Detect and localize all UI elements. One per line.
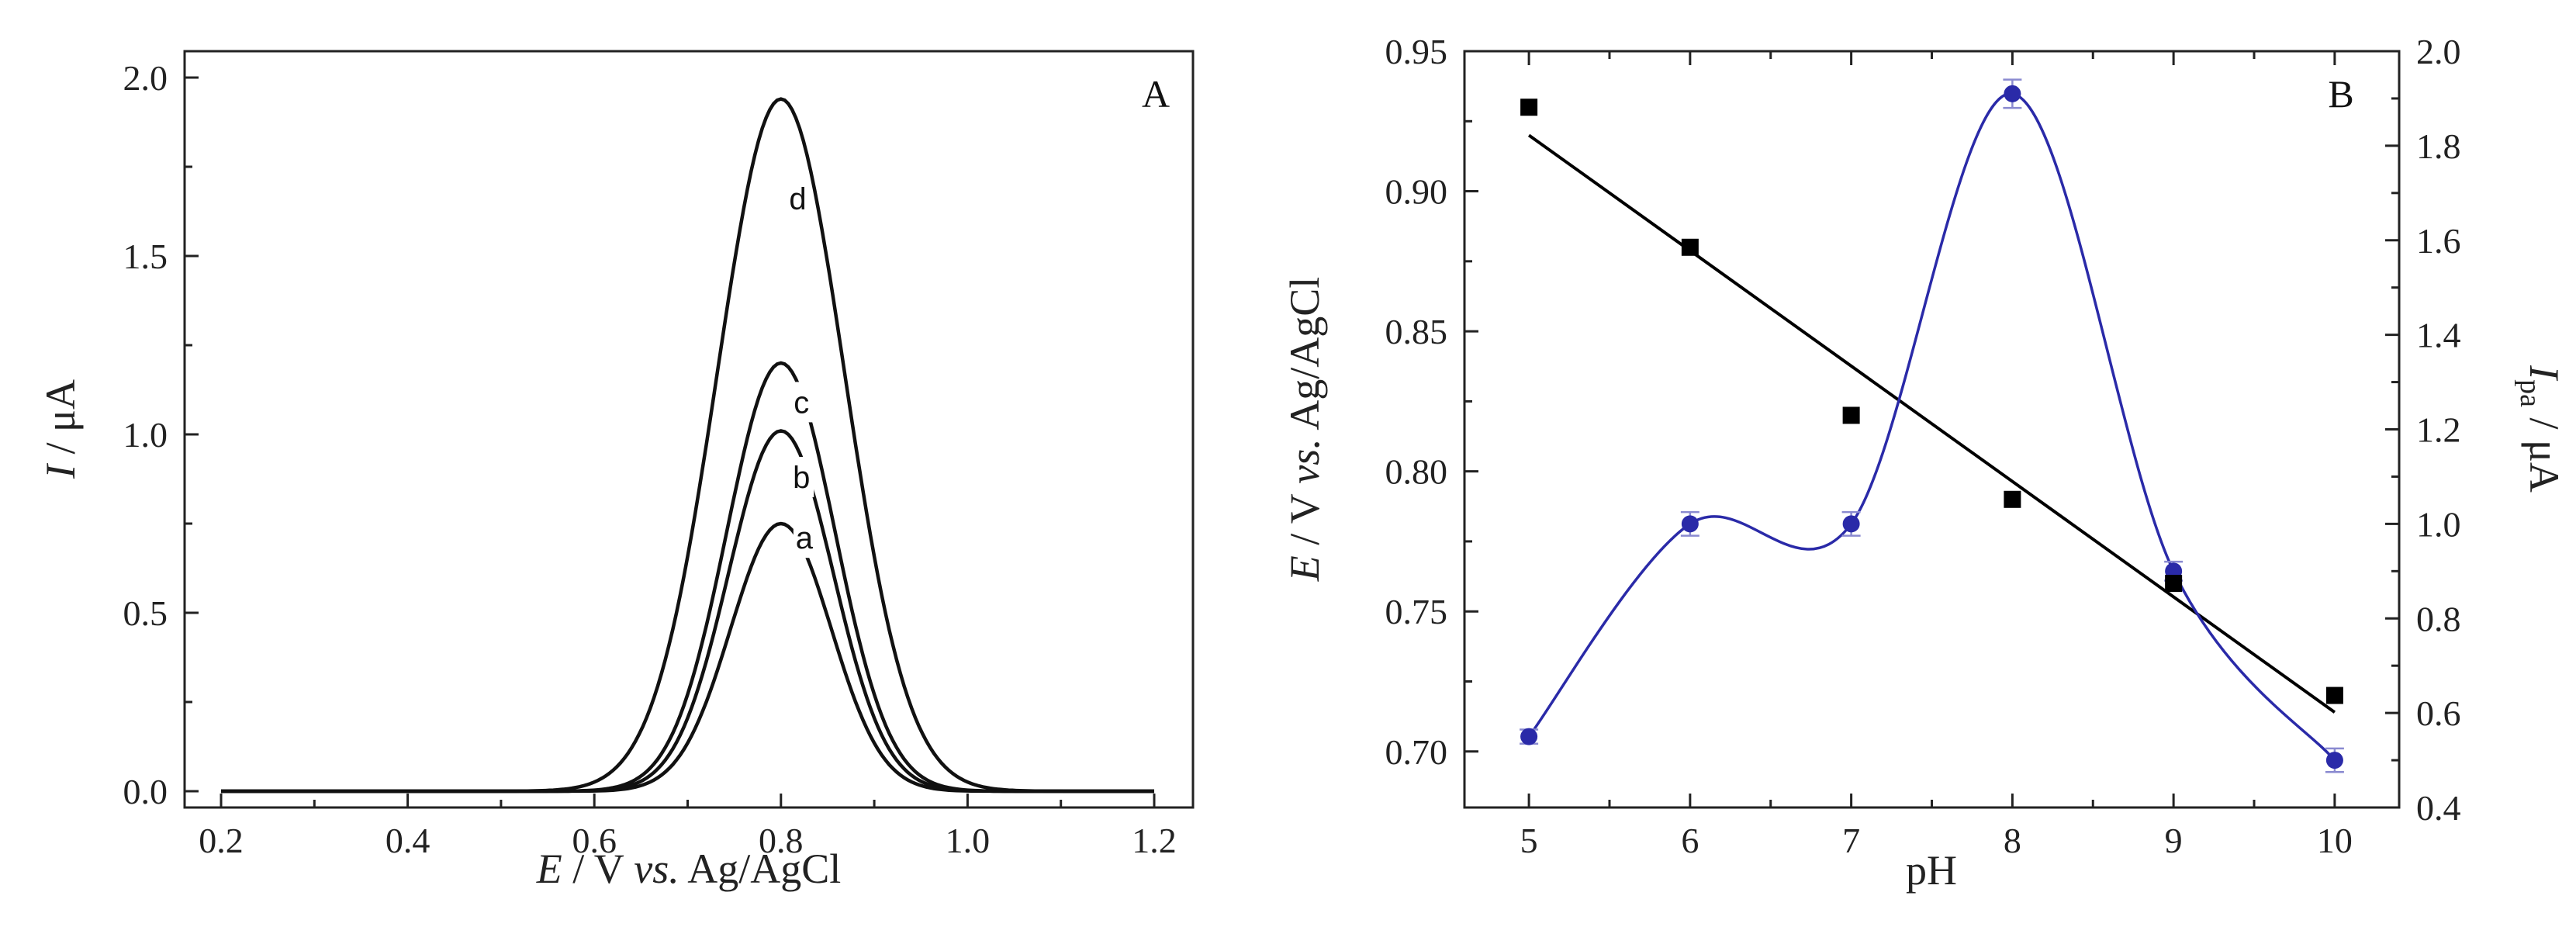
current-point xyxy=(2325,752,2343,769)
current-point xyxy=(1842,515,1860,533)
panel-b-x-tick-label: 10 xyxy=(2317,821,2353,860)
curve-label-b: b xyxy=(793,461,810,495)
curve-label-d: d xyxy=(789,182,806,216)
current-spline xyxy=(1527,92,2336,762)
panel-b-right-y-tick-label: 0.6 xyxy=(2416,693,2461,733)
panel-a-x-tick-label: 0.6 xyxy=(572,821,617,860)
potential-point xyxy=(2165,575,2183,593)
panel-a-ticks: 0.2 0.4 0.6 0.8 1.0 1.2 0.0 0.5 1.0 1.5 2.0 xyxy=(123,58,1177,860)
panel-a-y-tick-label: 2.0 xyxy=(123,58,168,98)
panel-b-x-tick-label: 6 xyxy=(1681,821,1699,860)
panel-b-x-axis-title: pH xyxy=(1906,847,1957,894)
panel-a-y-tick-label: 0.0 xyxy=(123,772,168,811)
current-point xyxy=(1681,515,1699,533)
panel-b-right-y-tick-label: 1.4 xyxy=(2416,316,2461,355)
panel-a-x-tick-label: 1.2 xyxy=(1132,821,1177,860)
panel-a-y-tick-label: 1.0 xyxy=(123,415,168,455)
potential-point xyxy=(2325,686,2343,704)
panel-b-plot xyxy=(1520,78,2344,773)
curve-b xyxy=(221,429,1154,794)
panel-a-x-tick-label: 0.2 xyxy=(199,821,244,860)
panel-a-y-tick-label: 0.5 xyxy=(123,593,168,633)
panel-b-right-y-axis-title: Ipa / μA xyxy=(2514,365,2567,493)
curve-label-gap xyxy=(793,517,817,558)
panel-b-right-y-tick-label: 2.0 xyxy=(2416,32,2461,71)
panel-a-x-tick-label: 0.8 xyxy=(759,821,804,860)
panel-b-left-y-tick-label: 0.70 xyxy=(1385,732,1448,772)
panel-a-x-tick-label: 0.4 xyxy=(386,821,430,860)
potential-point xyxy=(1681,238,1699,256)
curve-d xyxy=(221,97,1154,794)
linear-fit-line xyxy=(1527,133,2336,714)
panel-b-left-y-tick-label: 0.90 xyxy=(1385,172,1448,212)
panel-b-ticks: 5 6 7 8 9 10 0.70 0.75 0.80 0.85 0.90 0.95 0.4 0.6 0.8… xyxy=(1385,32,2461,860)
current-point xyxy=(1520,728,1538,745)
panel-b-left-y-tick-label: 0.80 xyxy=(1385,452,1448,492)
curve-label-c: c xyxy=(794,386,809,420)
current-point xyxy=(2004,85,2021,102)
panel-b-frame xyxy=(1463,50,2401,809)
curve-c xyxy=(221,361,1154,794)
panel-b-x-tick-label: 9 xyxy=(2165,821,2183,860)
panel-a-y-axis-title: I / μA xyxy=(37,379,84,479)
panel-b: 5 6 7 8 9 10 0.70 0.75 0.80 0.85 0.90 0.95 0.4 0.6 0.8… xyxy=(1281,32,2567,894)
panel-b-right-y-tick-label: 0.8 xyxy=(2416,599,2461,638)
potential-point xyxy=(1842,406,1860,424)
panel-b-right-y-tick-label: 1.2 xyxy=(2416,410,2461,450)
panel-b-letter: B xyxy=(2328,72,2353,116)
curve-label-gap xyxy=(787,178,811,220)
curve-label-a: a xyxy=(796,521,814,555)
panel-a-letter: A xyxy=(1142,72,1170,116)
potential-point xyxy=(2004,490,2021,508)
panel-b-left-y-tick-label: 0.85 xyxy=(1385,312,1448,351)
panel-a-x-tick-label: 1.0 xyxy=(946,821,991,860)
panel-a-x-axis-title: E / V vs. Ag/AgCl xyxy=(536,846,842,892)
panel-b-x-tick-label: 8 xyxy=(2004,821,2021,860)
panel-a-y-tick-label: 1.5 xyxy=(123,237,168,276)
panel-b-left-y-tick-label: 0.75 xyxy=(1385,592,1448,631)
curve-label-gap xyxy=(790,382,814,423)
panel-b-right-y-tick-label: 1.6 xyxy=(2416,221,2461,261)
panel-a-curves: ab c d xyxy=(221,97,1154,794)
panel-b-left-y-tick-label: 0.95 xyxy=(1385,32,1448,71)
panel-b-right-y-tick-label: 1.8 xyxy=(2416,126,2461,166)
panel-b-right-y-tick-label: 1.0 xyxy=(2416,504,2461,544)
panel-a: 0.2 0.4 0.6 0.8 1.0 1.2 0.0 0.5 1.0 1.5 2.0 ab c d A… xyxy=(37,50,1195,892)
panel-b-left-y-axis-title: E / V vs. Ag/AgCl xyxy=(1281,277,1328,583)
potential-point xyxy=(1520,99,1538,116)
panel-b-x-tick-label: 5 xyxy=(1520,821,1538,860)
panel-b-x-tick-label: 7 xyxy=(1842,821,1860,860)
panel-b-right-y-tick-label: 0.4 xyxy=(2416,788,2461,828)
curve-label-gap xyxy=(790,457,814,497)
